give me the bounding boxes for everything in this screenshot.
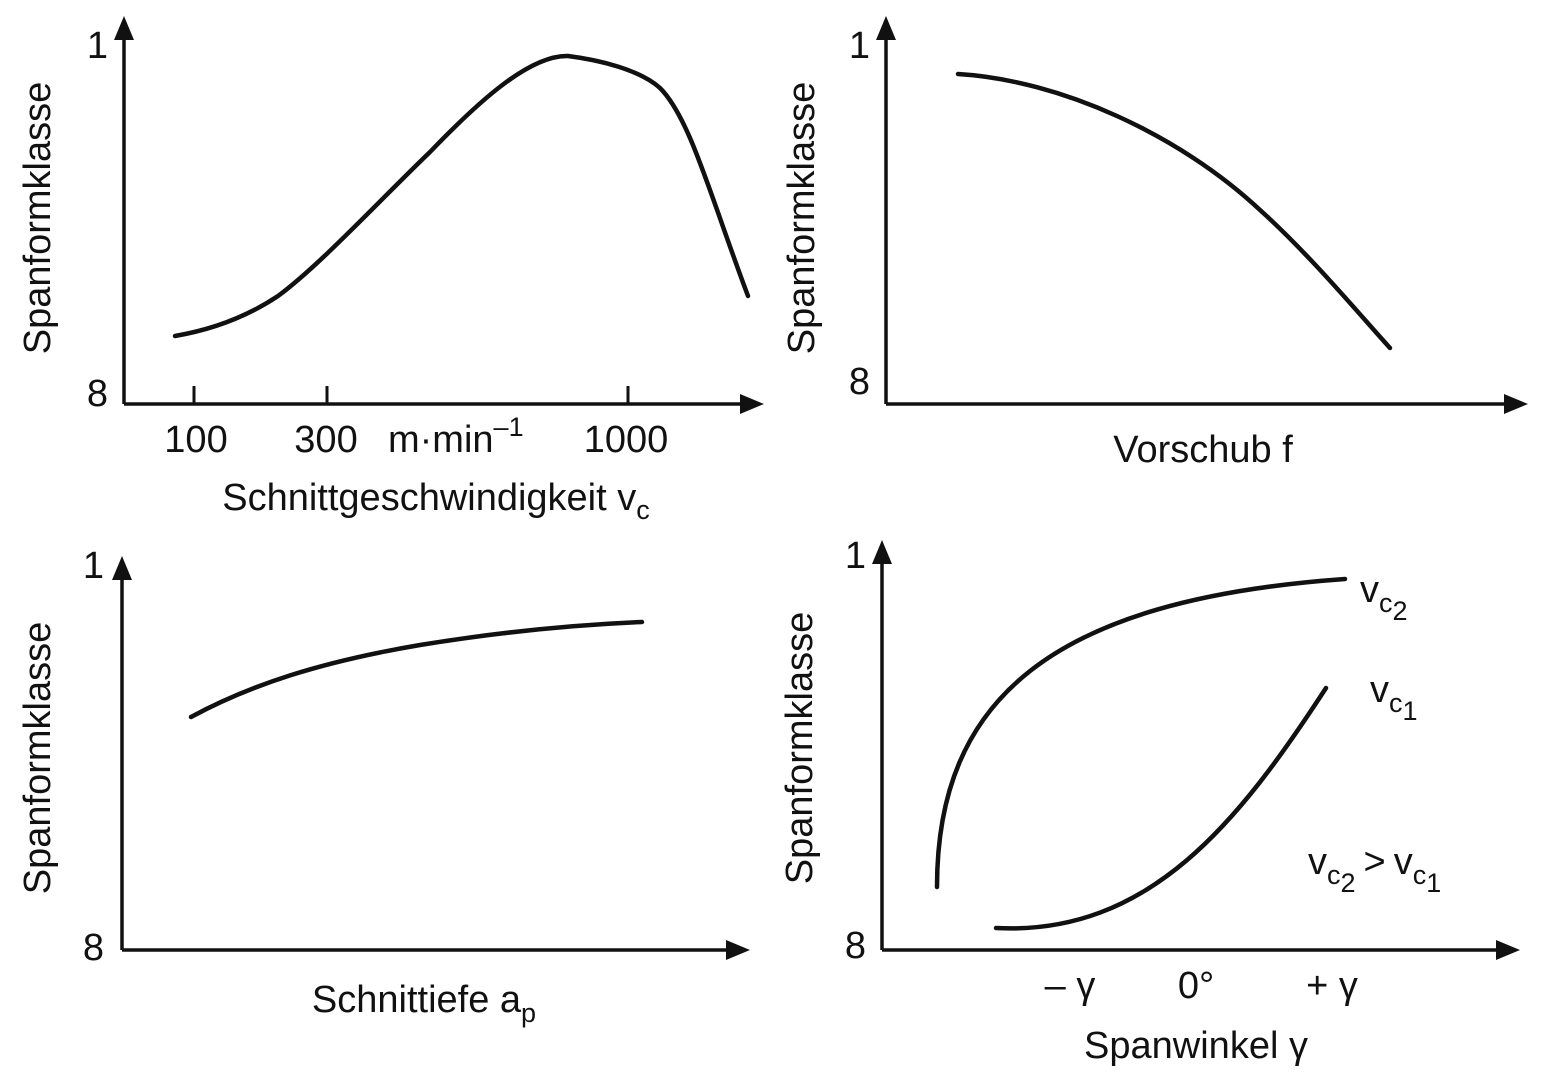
series-line xyxy=(172,53,751,339)
annotation-lhs-v: v xyxy=(1308,841,1327,883)
y-tick-label-1: 1 xyxy=(87,25,108,67)
y-tick-label-1: 1 xyxy=(849,25,870,67)
annotation-vc2-gt-vc1: vc2 > vc1 xyxy=(1308,841,1441,898)
y-axis-arrow xyxy=(872,540,892,564)
annotation-op: > xyxy=(1364,841,1386,883)
panel-feed: 1 8 Spanformklasse Vorschub f xyxy=(781,16,1528,471)
series-line-vc2 xyxy=(934,576,1348,890)
y-axis-arrow xyxy=(876,16,896,40)
x-tick-label-1000: 1000 xyxy=(584,419,669,461)
x-axis-label-subscript: c xyxy=(636,495,650,525)
series-label-vc1: vc1 xyxy=(1370,669,1418,726)
x-axis-label: Spanwinkel γ xyxy=(1084,1025,1308,1067)
y-axis-arrow xyxy=(112,556,132,580)
annotation-lhs-2: 2 xyxy=(1341,868,1356,898)
series-label-vc1-1: 1 xyxy=(1403,696,1418,726)
y-tick-label-8: 8 xyxy=(845,925,866,967)
x-unit-label: m·min–1 xyxy=(388,412,524,461)
x-unit-exponent: –1 xyxy=(494,412,524,442)
x-tick-label-100: 100 xyxy=(164,419,227,461)
annotation-rhs-v: v xyxy=(1394,841,1413,883)
series-label-vc1-c: c xyxy=(1389,688,1403,718)
series-label-vc2-v: v xyxy=(1360,569,1379,611)
series-label-vc1-v: v xyxy=(1370,669,1389,711)
x-tick-label-zero: 0° xyxy=(1178,965,1214,1007)
y-tick-label-8: 8 xyxy=(87,373,108,415)
x-unit: m·min xyxy=(388,419,494,461)
x-axis-label: Schnittiefe ap xyxy=(312,979,536,1028)
y-axis-arrow xyxy=(114,16,134,40)
annotation-lhs-c: c xyxy=(1327,860,1341,890)
panel-cutting-speed: 1 8 Spanformklasse 100 300 1000 m·min–1 … xyxy=(17,16,764,525)
y-axis-label: Spanformklasse xyxy=(17,622,59,894)
annotation-rhs-c: c xyxy=(1413,860,1427,890)
series-line xyxy=(955,71,1393,351)
x-axis-arrow xyxy=(726,940,750,960)
annotation-rhs-1: 1 xyxy=(1426,868,1441,898)
x-axis-arrow xyxy=(1496,940,1520,960)
x-axis-label-main: Schnittgeschwindigkeit v xyxy=(222,477,636,519)
y-axis-label: Spanformklasse xyxy=(17,82,59,354)
panel-rake-angle: 1 8 Spanformklasse – γ 0° + γ Spanwinkel… xyxy=(779,535,1520,1067)
x-axis-arrow xyxy=(1504,394,1528,414)
x-axis-label-subscript: p xyxy=(521,998,536,1028)
series-line-vc1 xyxy=(993,685,1329,931)
series-line xyxy=(188,619,645,720)
series-label-vc2-c: c xyxy=(1379,588,1393,618)
x-tick-label-plus-gamma: + γ xyxy=(1306,965,1358,1007)
y-tick-label-8: 8 xyxy=(849,361,870,403)
x-tick-label-minus-gamma: – γ xyxy=(1045,965,1096,1007)
x-axis-label-main: Schnittiefe a xyxy=(312,979,522,1021)
y-axis-label: Spanformklasse xyxy=(779,612,821,884)
y-tick-label-8: 8 xyxy=(83,927,104,969)
x-tick-label-300: 300 xyxy=(294,419,357,461)
y-tick-label-1: 1 xyxy=(83,545,104,587)
x-axis-arrow xyxy=(740,394,764,414)
y-tick-label-1: 1 xyxy=(845,535,866,577)
series-label-vc2-2: 2 xyxy=(1393,596,1408,626)
series-label-vc2: vc2 xyxy=(1360,569,1408,626)
x-axis-label: Schnittgeschwindigkeit vc xyxy=(222,477,650,525)
x-axis-label: Vorschub f xyxy=(1113,429,1293,471)
y-axis-label: Spanformklasse xyxy=(781,82,823,354)
panel-depth-of-cut: 1 8 Spanformklasse Schnittiefe ap xyxy=(17,545,750,1028)
